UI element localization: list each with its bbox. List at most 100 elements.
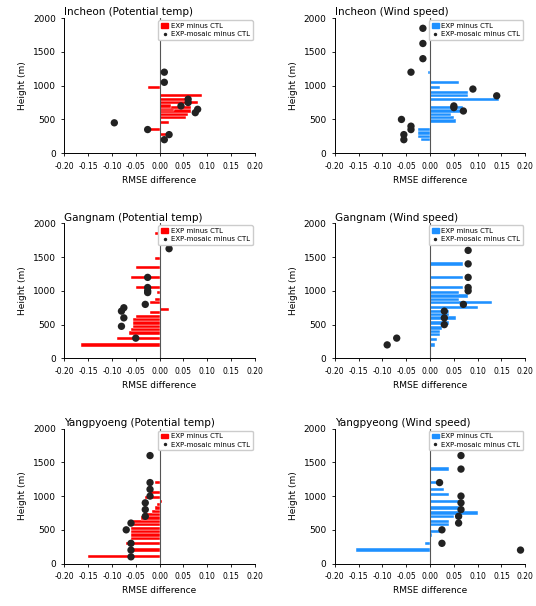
Bar [430,514,454,518]
Point [193,104,202,114]
Bar [425,542,430,545]
Bar [160,108,174,111]
Bar [140,516,160,519]
Point [455,511,463,521]
Bar [147,128,160,131]
Bar [160,94,203,98]
Bar [430,91,468,94]
Bar [430,295,468,298]
Y-axis label: Height (m): Height (m) [289,267,298,315]
Bar [157,503,160,506]
Bar [133,321,160,325]
Bar [430,338,437,341]
Bar [160,109,190,113]
Bar [430,119,456,123]
Bar [160,133,169,136]
Y-axis label: Height (m): Height (m) [289,471,298,521]
Bar [131,537,160,540]
Point [117,306,126,316]
Point [143,282,152,292]
Bar [160,104,172,107]
Bar [160,116,186,119]
Point [120,313,128,323]
Text: Gangnam (Potential temp): Gangnam (Potential temp) [64,213,203,222]
Bar [152,510,160,513]
Point [407,121,415,131]
Point [435,478,444,487]
Point [122,525,130,534]
Bar [356,548,430,551]
Bar [418,132,430,135]
Bar [430,499,459,503]
Point [146,478,154,487]
Point [126,539,135,548]
Bar [133,318,160,321]
Point [407,67,415,77]
Bar [155,481,160,484]
Bar [155,506,160,510]
X-axis label: RMSE difference: RMSE difference [122,176,197,185]
Point [131,333,140,343]
Bar [145,496,160,499]
Point [146,491,154,501]
Bar [155,298,160,301]
Text: Incheon (Potential temp): Incheon (Potential temp) [64,7,193,18]
Point [493,91,501,101]
Bar [136,315,160,318]
Bar [421,138,430,141]
Bar [430,327,442,330]
Bar [430,116,454,119]
Bar [160,121,169,124]
Bar [430,276,464,279]
Bar [418,135,430,138]
Bar [145,513,160,516]
Point [399,130,408,139]
Bar [430,301,492,304]
Point [464,286,472,296]
Bar [430,262,464,265]
Legend: EXP minus CTL, EXP-mosaic minus CTL: EXP minus CTL, EXP-mosaic minus CTL [429,225,523,245]
Bar [131,530,160,533]
Point [464,273,472,282]
Bar [430,94,468,98]
Legend: EXP minus CTL, EXP-mosaic minus CTL: EXP minus CTL, EXP-mosaic minus CTL [158,20,252,40]
Point [143,125,152,135]
Bar [430,488,444,491]
Bar [430,98,499,101]
Bar [430,493,449,496]
Bar [129,331,160,335]
Point [392,333,401,343]
Bar [430,313,449,316]
X-axis label: RMSE difference: RMSE difference [122,381,197,390]
Point [141,498,150,508]
Point [440,320,449,330]
Bar [117,336,160,340]
Bar [160,101,198,104]
Point [457,491,465,501]
Point [464,282,472,292]
Point [143,288,152,298]
X-axis label: RMSE difference: RMSE difference [122,587,197,596]
Bar [160,499,162,503]
Point [468,84,477,94]
X-axis label: RMSE difference: RMSE difference [393,381,467,390]
Point [126,552,135,562]
Point [459,106,468,116]
Point [165,244,173,253]
Bar [160,27,169,30]
Point [457,464,465,474]
Bar [430,506,459,510]
Bar [430,113,451,116]
Bar [160,308,169,311]
Bar [430,533,433,536]
Legend: EXP minus CTL, EXP-mosaic minus CTL: EXP minus CTL, EXP-mosaic minus CTL [158,225,252,245]
Point [160,67,169,77]
Bar [155,232,160,235]
Y-axis label: Height (m): Height (m) [18,61,27,110]
Point [117,321,126,331]
Point [160,24,169,33]
Bar [430,530,444,533]
Bar [160,106,190,109]
Text: Yangpyeong (Wind speed): Yangpyeong (Wind speed) [335,418,470,428]
Point [177,101,185,111]
